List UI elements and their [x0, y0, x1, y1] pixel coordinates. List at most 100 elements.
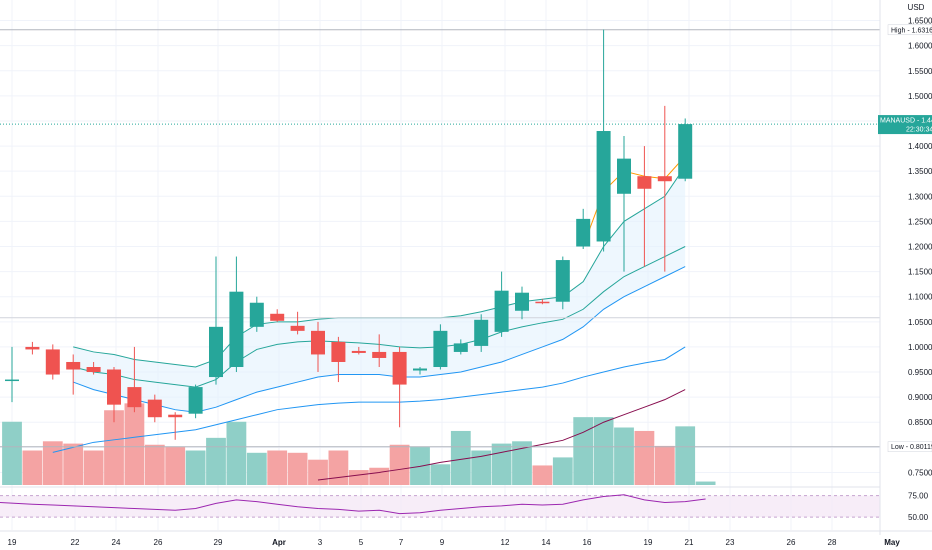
- candle[interactable]: [515, 286, 529, 320]
- candle[interactable]: [678, 118, 693, 182]
- volume-bar: [389, 444, 410, 485]
- candle[interactable]: [596, 29, 611, 252]
- candle-body[interactable]: [66, 361, 81, 370]
- candle-body[interactable]: [657, 176, 672, 182]
- candle-body[interactable]: [576, 218, 591, 247]
- candle-body[interactable]: [515, 292, 529, 311]
- candle-body[interactable]: [209, 326, 223, 378]
- candle-body[interactable]: [127, 387, 142, 408]
- candle[interactable]: [168, 412, 183, 440]
- candle[interactable]: [535, 299, 550, 305]
- candle-body[interactable]: [107, 369, 121, 405]
- candle-body[interactable]: [351, 350, 366, 353]
- candle-body[interactable]: [45, 349, 60, 375]
- candle[interactable]: [555, 256, 570, 310]
- candles-layer[interactable]: [5, 29, 693, 440]
- volume-bar: [614, 427, 634, 485]
- candle-body[interactable]: [474, 319, 489, 346]
- volume-bar: [165, 447, 186, 485]
- y-tick-label: 0.950000: [908, 368, 932, 377]
- candle-body[interactable]: [596, 131, 611, 242]
- candle-body[interactable]: [555, 260, 570, 302]
- y-tick-label: 1.400000: [908, 142, 932, 151]
- y-tick-label: 1.200000: [908, 243, 932, 252]
- volume-bar: [83, 450, 104, 485]
- x-tick-label: 9: [440, 538, 445, 547]
- candle[interactable]: [637, 146, 652, 267]
- x-tick-label: 3: [318, 538, 323, 547]
- candle[interactable]: [249, 296, 264, 332]
- candle[interactable]: [617, 136, 631, 272]
- candle[interactable]: [5, 346, 19, 403]
- candle[interactable]: [392, 346, 407, 428]
- y-tick-label: 1.250000: [908, 217, 932, 226]
- y-tick-label: 1.500000: [908, 92, 932, 101]
- candle-body[interactable]: [678, 124, 693, 179]
- candle-body[interactable]: [392, 351, 407, 385]
- candle[interactable]: [127, 346, 142, 413]
- candle[interactable]: [576, 208, 591, 250]
- volume-bar: [185, 450, 206, 485]
- y-tick-label: 1.100000: [908, 293, 932, 302]
- x-tick-label: 28: [828, 538, 837, 547]
- y-tick-label: 0.850000: [908, 418, 932, 427]
- candle-body[interactable]: [270, 313, 285, 321]
- candle-body[interactable]: [25, 346, 40, 350]
- y-tick-label: 1.300000: [908, 192, 932, 201]
- candle[interactable]: [311, 321, 325, 373]
- candle[interactable]: [147, 394, 162, 423]
- candle-body[interactable]: [617, 158, 631, 194]
- candle[interactable]: [351, 346, 366, 355]
- low-tag-text: Low - 0.801190: [891, 444, 932, 451]
- candle[interactable]: [86, 361, 101, 375]
- candle-body[interactable]: [535, 301, 550, 304]
- candle-body[interactable]: [311, 330, 325, 355]
- candle-body[interactable]: [86, 367, 101, 373]
- x-tick-label: 14: [542, 538, 551, 547]
- volume-bar: [695, 481, 716, 485]
- high-tag: High - 1.631650: [887, 24, 932, 36]
- candle[interactable]: [209, 256, 223, 385]
- candle-body[interactable]: [168, 414, 183, 418]
- candle[interactable]: [290, 311, 305, 335]
- volume-bar: [573, 417, 594, 485]
- y-tick-label: 1.600000: [908, 42, 932, 51]
- candle-body[interactable]: [249, 302, 264, 327]
- candle-body[interactable]: [413, 368, 427, 371]
- candle-body[interactable]: [147, 399, 162, 418]
- axis-layer: 19 22 24 26 29 Apr 3 5 7 9 12 14 16 19 21 23 26 28 May 0.75…: [8, 0, 932, 547]
- candle-body[interactable]: [433, 330, 448, 368]
- candle-body[interactable]: [494, 290, 509, 332]
- candle[interactable]: [270, 309, 285, 322]
- candle-body[interactable]: [372, 351, 387, 358]
- ma-band-layer: [73, 166, 686, 413]
- candle[interactable]: [107, 367, 121, 423]
- candle-body[interactable]: [637, 176, 652, 189]
- candle-body[interactable]: [453, 343, 468, 352]
- candle-body[interactable]: [290, 325, 305, 331]
- candle[interactable]: [66, 354, 81, 395]
- candle[interactable]: [25, 341, 40, 355]
- candle-body[interactable]: [229, 291, 244, 368]
- candle[interactable]: [657, 105, 672, 272]
- candle[interactable]: [229, 256, 244, 373]
- volume-bar: [634, 430, 655, 485]
- grid-layer: [0, 0, 880, 530]
- candle[interactable]: [372, 334, 387, 368]
- candle[interactable]: [433, 324, 448, 370]
- high-tag-text: High - 1.631650: [891, 27, 932, 34]
- candle[interactable]: [331, 336, 346, 383]
- x-tick-label: 5: [359, 538, 364, 547]
- candle-body[interactable]: [5, 379, 19, 382]
- rsi-band: [0, 495, 880, 518]
- candle[interactable]: [188, 384, 203, 419]
- candle-body[interactable]: [188, 387, 203, 414]
- candle[interactable]: [45, 344, 60, 380]
- candle[interactable]: [413, 367, 427, 375]
- candle[interactable]: [494, 271, 509, 337]
- candle[interactable]: [453, 339, 468, 355]
- candle-body[interactable]: [331, 341, 346, 362]
- candle[interactable]: [474, 314, 489, 352]
